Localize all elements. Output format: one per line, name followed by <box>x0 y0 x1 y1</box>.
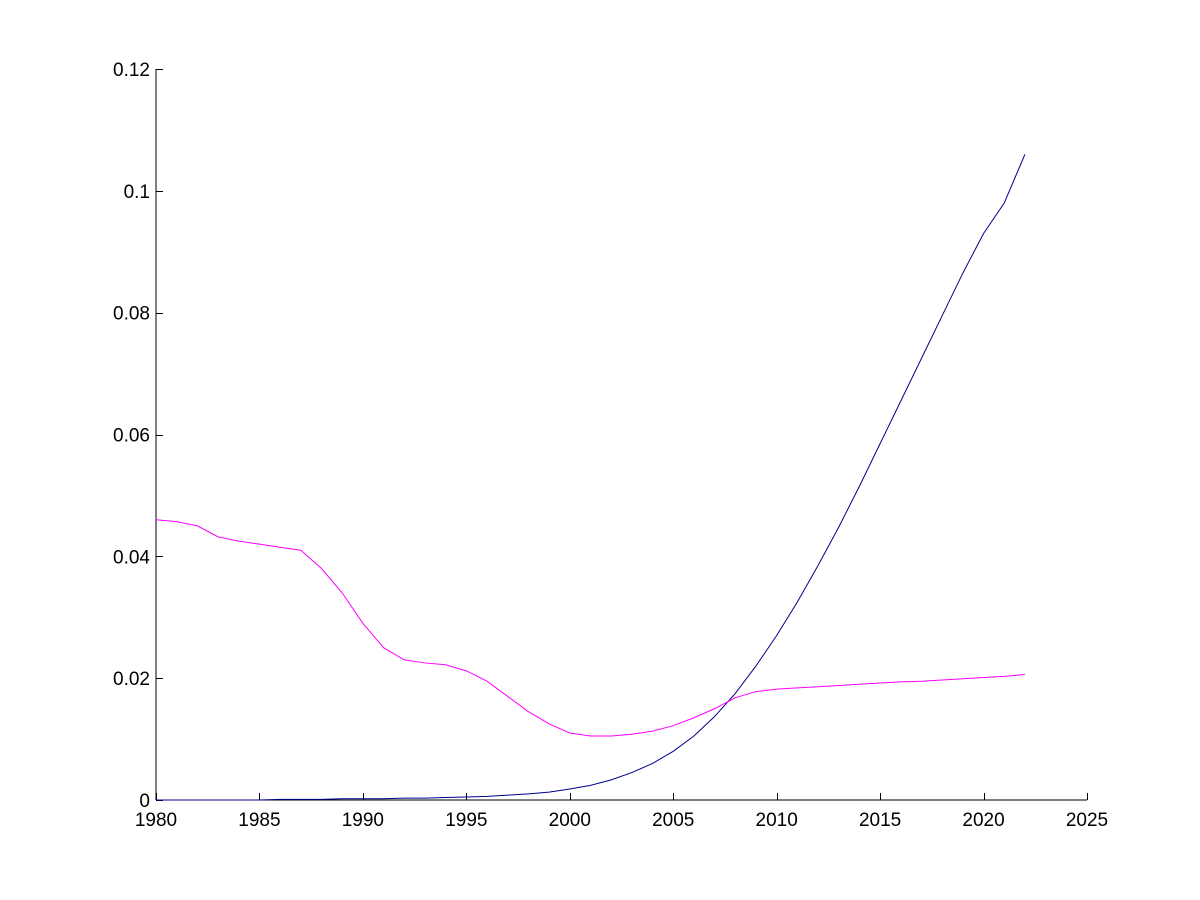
x-tick-label: 2020 <box>962 810 1004 831</box>
x-tick-label: 2010 <box>756 810 798 831</box>
x-tick-label: 1990 <box>342 810 384 831</box>
x-tick-label: 1995 <box>445 810 487 831</box>
x-tick-label: 1980 <box>135 810 177 831</box>
y-tick-label: 0 <box>139 791 150 812</box>
y-tick-label: 0.12 <box>113 60 150 81</box>
x-tick-label: 2025 <box>1066 810 1108 831</box>
y-tick-label: 0.02 <box>113 669 150 690</box>
series-line-2 <box>155 519 1025 737</box>
y-tick-label: 0.06 <box>113 426 150 447</box>
x-tick-label: 2015 <box>859 810 901 831</box>
x-tick-label: 1985 <box>238 810 280 831</box>
x-tick-label: 2000 <box>549 810 591 831</box>
plot-area: 1980 1985 1990 1995 2000 2005 2010 2015 2020 2025… <box>113 60 1108 831</box>
y-tick-label: 0.1 <box>124 182 150 203</box>
series-line-1 <box>156 154 1026 801</box>
y-tick-label: 0.08 <box>113 304 150 325</box>
x-tick-label: 2005 <box>652 810 694 831</box>
y-tick-label: 0.04 <box>113 547 150 568</box>
